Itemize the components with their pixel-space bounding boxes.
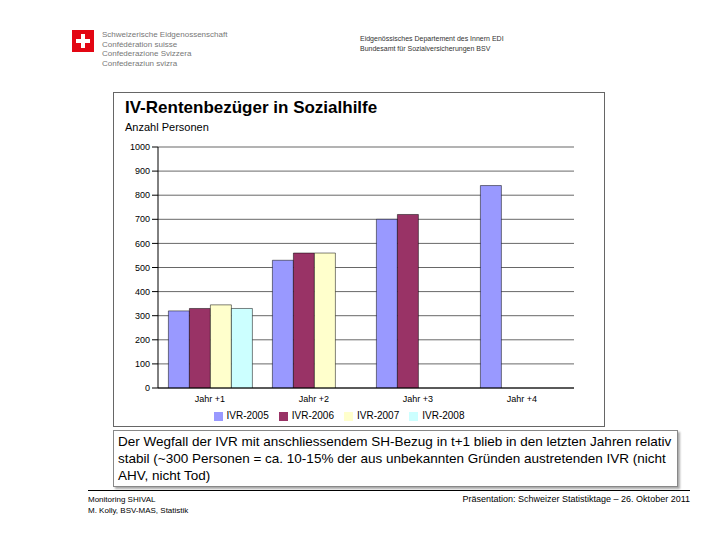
html-text:IVR-2006: IVR-2006 xyxy=(291,410,334,421)
html-text:Anzahl Personen: Anzahl Personen xyxy=(125,121,209,133)
svg-text:1000: 1000 xyxy=(130,142,150,152)
svg-text:Jahr +4: Jahr +4 xyxy=(507,394,537,404)
svg-text:Jahr +1: Jahr +1 xyxy=(195,394,225,404)
svg-text:0: 0 xyxy=(145,383,150,393)
html-text:IVR-2005: IVR-2005 xyxy=(226,410,269,421)
html-text:Eidgenössisches Departement de: Eidgenössisches Departement des Innern E… xyxy=(360,35,504,42)
html-text:IVR-2008: IVR-2008 xyxy=(422,410,465,421)
html-text:Confederazione Svizzera: Confederazione Svizzera xyxy=(102,49,192,58)
html-text:IVR-2007: IVR-2007 xyxy=(357,410,400,421)
svg-text:300: 300 xyxy=(135,311,150,321)
html-text:Monitoring SHIVAL: Monitoring SHIVAL xyxy=(88,495,156,504)
html-text:M. Kolly, BSV-MAS, Statistik: M. Kolly, BSV-MAS, Statistik xyxy=(88,506,189,515)
svg-text:800: 800 xyxy=(135,190,150,200)
html-text:Confédération suisse: Confédération suisse xyxy=(102,39,178,49)
svg-text:600: 600 xyxy=(135,239,150,249)
html-text:Der Wegfall der IVR mit anschl: Der Wegfall der IVR mit anschliessendem … xyxy=(118,434,672,483)
svg-text:Jahr +3: Jahr +3 xyxy=(403,394,433,404)
html-text:Confederaziun svizra: Confederaziun svizra xyxy=(102,58,178,68)
html-text:IV-Rentenbezüger in Sozialhilf: IV-Rentenbezüger in Sozialhilfe xyxy=(125,98,378,117)
svg-text:700: 700 xyxy=(135,214,150,224)
svg-text:500: 500 xyxy=(135,263,150,273)
html-text:Schweizerische Eidgenossenscha: Schweizerische Eidgenossenschaft xyxy=(102,30,228,39)
svg-text:900: 900 xyxy=(135,166,150,176)
html-text:Präsentation: Schweizer Statis: Präsentation: Schweizer Statistiktage – … xyxy=(462,494,690,504)
svg-text:100: 100 xyxy=(135,359,150,369)
svg-text:400: 400 xyxy=(135,287,150,297)
html-text:Bundesamt für Sozialversicheru: Bundesamt für Sozialversicherungen BSV xyxy=(360,45,491,52)
svg-text:Jahr +2: Jahr +2 xyxy=(299,394,329,404)
svg-text:200: 200 xyxy=(135,335,150,345)
